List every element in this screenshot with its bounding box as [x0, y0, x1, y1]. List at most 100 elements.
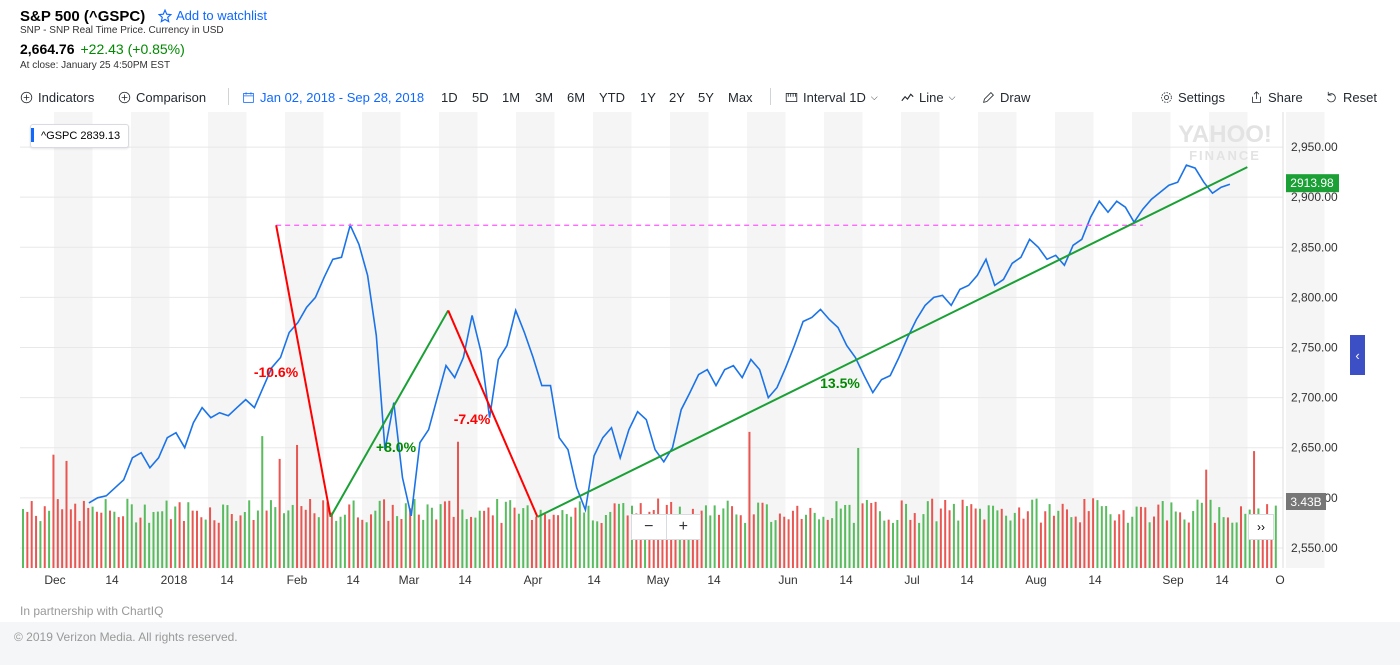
x-tick-label: Mar [399, 573, 420, 587]
comparison-button[interactable]: Comparison [118, 86, 206, 108]
line-label: Line [919, 89, 944, 105]
series-tag[interactable]: ^GSPC 2839.13 [30, 124, 130, 148]
range-max[interactable]: Max [728, 89, 753, 105]
volume-bar-up [878, 511, 881, 568]
volume-bar-down [700, 510, 703, 568]
volume-bar-down [1240, 506, 1242, 568]
scroll-forward-button[interactable]: ›› [1248, 514, 1274, 540]
x-tick-label: 14 [1215, 573, 1229, 587]
volume-bar-up [135, 522, 138, 568]
range-5y[interactable]: 5Y [698, 89, 714, 105]
volume-bar-up [352, 500, 355, 568]
volume-bar-down [483, 510, 486, 568]
volume-bar-down [309, 499, 312, 568]
volume-bar-down [61, 509, 64, 568]
volume-bar-up [430, 507, 433, 568]
range-2y[interactable]: 2Y [669, 89, 685, 105]
volume-bar-down [1039, 522, 1042, 568]
volume-bar-up [187, 502, 190, 568]
volume-bar-up [496, 498, 499, 568]
range-ytd[interactable]: YTD [599, 89, 625, 105]
x-tick-label: Jun [778, 573, 797, 587]
zoom-in-button[interactable]: + [678, 518, 688, 535]
range-1d[interactable]: 1D [441, 89, 458, 105]
volume-bar-up [1005, 515, 1008, 568]
volume-bar-down [35, 515, 38, 568]
volume-bar-up [987, 505, 990, 568]
annotation-label: -10.6% [254, 364, 299, 380]
add-to-watchlist-button[interactable]: Add to watchlist [158, 8, 267, 23]
volume-bar-down [322, 500, 325, 568]
share-button[interactable]: Share [1250, 86, 1303, 108]
side-panel-toggle[interactable]: ‹ [1350, 335, 1365, 375]
reset-button[interactable]: Reset [1325, 86, 1377, 108]
volume-bar-down [82, 500, 85, 568]
volume-bar-down [731, 506, 734, 568]
volume-bar-up [1200, 502, 1203, 568]
volume-bar-down [787, 519, 790, 568]
volume-bar-down [326, 502, 329, 568]
range-6m[interactable]: 6M [567, 89, 586, 105]
partner-note: In partnership with ChartIQ [20, 604, 164, 618]
volume-bar-down [252, 519, 255, 568]
volume-bar-up [726, 500, 729, 568]
range-5d[interactable]: 5D [472, 89, 489, 105]
volume-bar-up [1244, 513, 1247, 568]
volume-bar-down [661, 516, 664, 568]
volume-bar-up [143, 504, 146, 568]
volume-bar-down [674, 522, 677, 568]
y-tick-label: 2,850.00 [1291, 240, 1338, 254]
volume-bar-down [783, 516, 786, 568]
price-chart[interactable]: 2,950.00 2,900.00 2,850.00 2,800.00 2,750.00… [0, 112, 1400, 587]
x-tick-label: 2018 [161, 573, 188, 587]
zoom-out-button[interactable]: − [632, 515, 667, 539]
last-price-tag [1286, 174, 1339, 193]
indicators-label: Indicators [38, 89, 95, 105]
volume-bar-down [800, 518, 803, 568]
volume-bar-down [939, 508, 942, 568]
volume-bar-down [487, 507, 490, 568]
volume-bar-up [1218, 507, 1221, 568]
watermark-logo-sub: FINANCE [1189, 148, 1261, 163]
volume-bar-down [265, 510, 268, 568]
settings-button[interactable]: Settings [1160, 86, 1225, 108]
volume-bar-down [635, 513, 638, 568]
volume-bar-up [996, 510, 999, 568]
y-tick-label: 2,800.00 [1291, 290, 1338, 304]
volume-bar-down [870, 503, 873, 568]
range-3m[interactable]: 3M [535, 89, 554, 105]
volume-bar-up [848, 504, 851, 568]
volume-bar-up [374, 510, 377, 568]
x-tick-label: May [647, 573, 670, 587]
x-tick-label: Aug [1025, 573, 1046, 587]
volume-bar-up [578, 501, 581, 568]
range-1y[interactable]: 1Y [640, 89, 656, 105]
volume-bar-up [104, 499, 107, 568]
volume-bar-down [809, 507, 812, 568]
volume-bar-up [474, 517, 477, 568]
volume-bar-down [139, 517, 142, 568]
zoom-controls: − + [631, 514, 701, 540]
volume-bar-down [391, 504, 394, 568]
chart-svg[interactable]: 2,950.00 2,900.00 2,850.00 2,800.00 2,750.00… [0, 112, 1400, 587]
volume-bar-up [269, 500, 272, 568]
interval-dropdown[interactable]: Interval 1D ⌵ [785, 86, 878, 108]
date-range-button[interactable]: Jan 02, 2018 - Sep 28, 2018 [242, 86, 424, 108]
volume-bar-down [913, 513, 916, 568]
volume-bar-up [896, 520, 899, 568]
range-1m[interactable]: 1M [502, 89, 521, 105]
volume-bar-up [148, 522, 151, 568]
volume-bar-down [200, 517, 203, 568]
draw-button[interactable]: Draw [982, 86, 1030, 108]
volume-bar-down [1205, 469, 1208, 568]
indicators-button[interactable]: Indicators [20, 86, 94, 108]
volume-bar-down [1144, 507, 1147, 568]
volume-bar-up [339, 516, 342, 568]
chevron-down-icon: ⌵ [948, 91, 956, 102]
volume-bar-up [1096, 500, 1099, 568]
volume-bar-up [1131, 516, 1134, 568]
volume-bar-up [818, 519, 821, 568]
line-type-dropdown[interactable]: Line ⌵ [901, 86, 955, 108]
volume-bar-down [974, 508, 977, 568]
volume-bar-down [961, 499, 964, 568]
